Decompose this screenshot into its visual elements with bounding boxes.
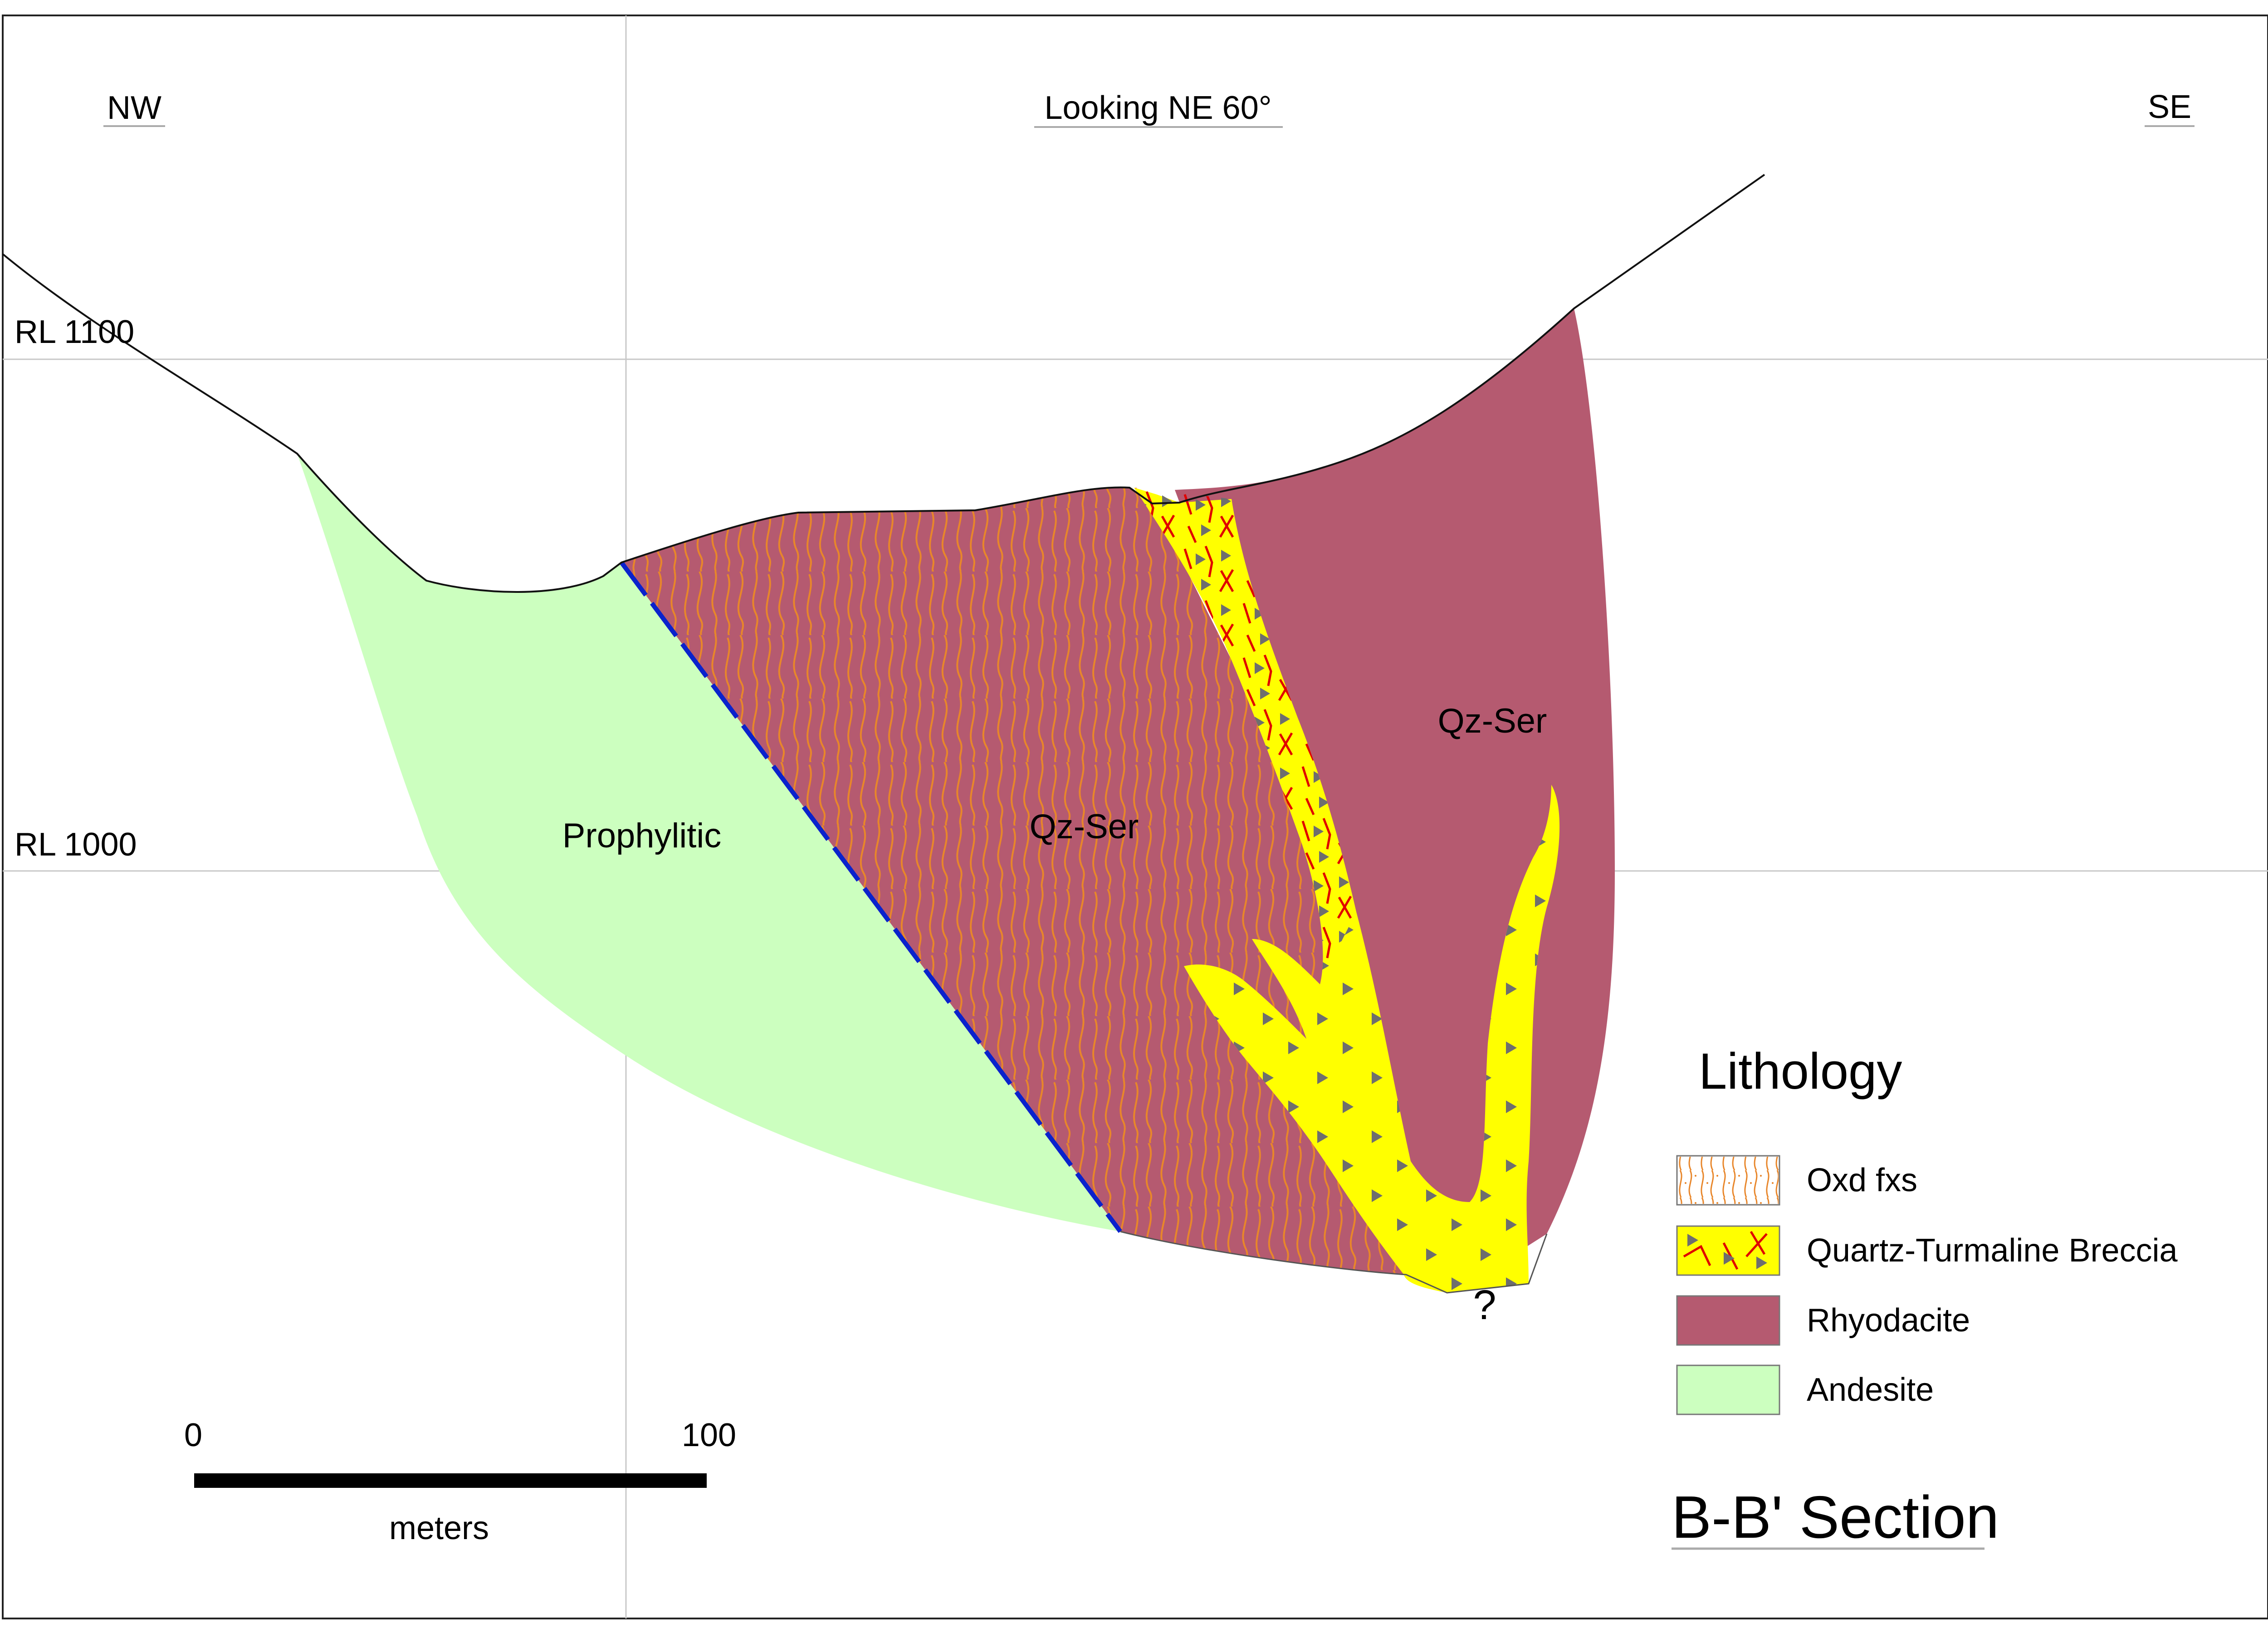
section-base-outline <box>1120 1231 1548 1294</box>
legend-swatch-breccia-clast <box>1756 1257 1767 1269</box>
fault-line <box>619 561 1123 1233</box>
scale-bar-unit-label: meters <box>389 1510 489 1546</box>
legend: Lithology Oxd fxs Quartz-Turmaline Brecc… <box>1676 1043 2178 1415</box>
legend-swatch-andesite <box>1676 1364 1780 1415</box>
legend-swatch-oxd-fxs-fill <box>1678 1157 1779 1204</box>
legend-label-rhyodacite: Rhyodacite <box>1807 1302 1970 1339</box>
orientation-nw-label: NW <box>107 90 161 126</box>
legend-label-oxd-fxs: Oxd fxs <box>1807 1162 1917 1198</box>
elevation-label-rl-1000: RL 1000 <box>15 826 137 863</box>
orientation-view-label: Looking NE 60° <box>1044 90 1271 126</box>
scale-bar: 0 100 meters <box>184 1417 736 1546</box>
topographic-profile <box>2 174 1765 593</box>
map-frame <box>2 15 2268 1619</box>
legend-item-andesite: Andesite <box>1676 1364 1934 1415</box>
legend-swatch-rhyodacite <box>1676 1295 1780 1346</box>
legend-label-andesite: Andesite <box>1807 1372 1934 1408</box>
breccia-fractures-upper <box>1134 488 1356 984</box>
section-title: B-B' Section <box>1672 1484 1999 1550</box>
uncertainty-mark: ? <box>1473 1282 1496 1328</box>
legend-item-oxd-fxs: Oxd fxs <box>1676 1155 1917 1206</box>
scale-bar-start-label: 0 <box>184 1417 202 1453</box>
legend-item-breccia: Quartz-Turmaline Breccia <box>1676 1225 2178 1276</box>
legend-title: Lithology <box>1699 1043 1902 1100</box>
scale-bar-end-label: 100 <box>682 1417 736 1453</box>
legend-swatch-breccia-fractures <box>1683 1231 1768 1270</box>
oxidized-fracture-overlay <box>621 487 1406 1275</box>
andesite-unit <box>297 454 1120 1232</box>
unit-label-qzser-right: Qz-Ser <box>1438 702 1547 740</box>
legend-swatch-breccia-clast <box>1687 1234 1698 1247</box>
unit-label-prophylitic: Prophylitic <box>562 816 722 855</box>
breccia-clasts-lower <box>1184 785 1560 1293</box>
legend-swatch-breccia-clast <box>1724 1252 1735 1265</box>
scale-bar-line <box>194 1473 707 1488</box>
legend-item-rhyodacite: Rhyodacite <box>1676 1295 1970 1346</box>
orientation-se-label: SE <box>2148 89 2191 125</box>
elevation-label-rl-1100: RL 1100 <box>15 314 134 350</box>
unit-label-qzser-center: Qz-Ser <box>1030 807 1139 846</box>
legend-label-breccia: Quartz-Turmaline Breccia <box>1807 1232 2178 1269</box>
